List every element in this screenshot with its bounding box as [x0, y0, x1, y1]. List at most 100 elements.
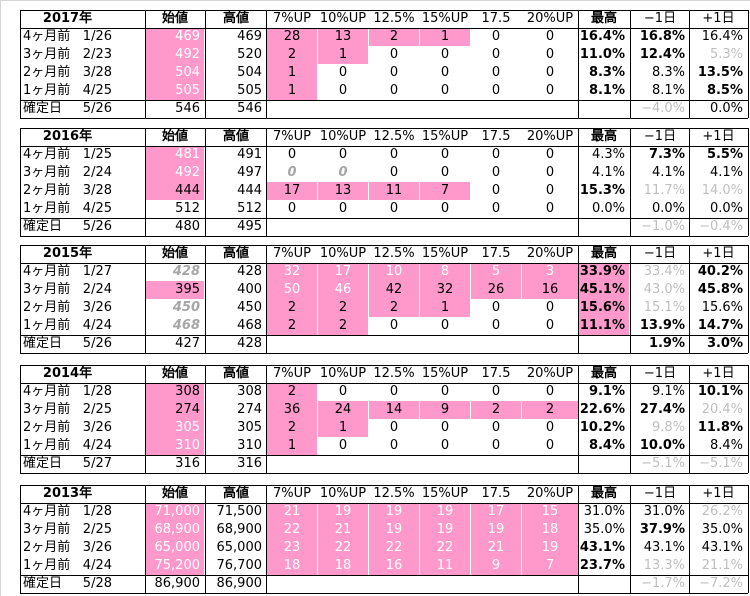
plus-1-day-cell[interactable]: 8.5%	[706, 83, 743, 98]
minus-1-day-cell[interactable]: −1.7%	[641, 576, 685, 591]
open-price-cell[interactable]: 427	[175, 336, 200, 351]
high-price-cell[interactable]: 76,700	[216, 558, 263, 573]
column-header-p1[interactable]: +1日	[702, 366, 735, 381]
up-count-cell-p175[interactable]: 2	[471, 401, 521, 419]
row-date[interactable]: 3/26	[82, 540, 112, 555]
high-price-cell[interactable]: 491	[237, 147, 262, 162]
up-count-cell-p10[interactable]: 2	[318, 317, 368, 335]
column-header-open[interactable]: 始値	[161, 246, 188, 261]
up-count-cell-p15[interactable]: 0	[440, 47, 450, 62]
high-price-cell[interactable]: 546	[237, 101, 262, 116]
open-price-cell[interactable]: 492	[146, 46, 204, 64]
column-header-p125[interactable]: 12.5%	[373, 129, 415, 144]
row-date[interactable]: 4/24	[82, 438, 112, 453]
open-price-cell[interactable]: 310	[146, 437, 204, 455]
max-rate-cell[interactable]: 33.9%	[579, 263, 629, 281]
column-header-p10[interactable]: 10%UP	[319, 11, 367, 26]
open-price-cell[interactable]: 546	[175, 101, 200, 116]
up-count-cell-p125[interactable]: 42	[369, 281, 419, 299]
row-label[interactable]: 1ヶ月前	[23, 558, 70, 573]
up-count-cell-p175[interactable]: 21	[471, 539, 521, 557]
row-label[interactable]: 2ヶ月前	[23, 420, 70, 435]
max-rate-cell[interactable]: 35.0%	[583, 522, 625, 537]
up-count-cell-p175[interactable]: 9	[471, 557, 521, 575]
up-count-cell-p175[interactable]: 0	[491, 147, 501, 162]
up-count-cell-p175[interactable]: 0	[491, 29, 501, 44]
up-count-cell-p15[interactable]: 0	[440, 420, 450, 435]
row-date[interactable]: 4/25	[82, 201, 112, 216]
open-price-cell[interactable]: 512	[175, 201, 200, 216]
up-count-cell-p15[interactable]: 0	[440, 147, 450, 162]
column-header-p20[interactable]: 20%UP	[526, 11, 574, 26]
open-price-cell[interactable]: 469	[146, 28, 204, 46]
minus-1-day-cell[interactable]: 33.4%	[643, 264, 685, 279]
column-header-p15[interactable]: 15%UP	[421, 366, 469, 381]
minus-1-day-cell[interactable]: 7.3%	[648, 147, 685, 162]
column-header-high[interactable]: 高値	[222, 11, 249, 26]
up-count-cell-p10[interactable]: 18	[318, 557, 368, 575]
up-count-cell-p175[interactable]: 5	[471, 263, 521, 281]
up-count-cell-p125[interactable]: 16	[369, 557, 419, 575]
max-rate-cell[interactable]: 10.2%	[579, 420, 625, 435]
row-label[interactable]: 2ヶ月前	[23, 300, 70, 315]
column-header-m1[interactable]: −1日	[643, 246, 677, 261]
up-count-cell-p15[interactable]: 7	[420, 182, 470, 200]
up-count-cell-p125[interactable]: 0	[389, 65, 399, 80]
row-date[interactable]: 5/27	[82, 456, 112, 471]
column-header-p175[interactable]: 17.5	[481, 366, 511, 381]
up-count-cell-p125[interactable]: 0	[389, 420, 399, 435]
plus-1-day-cell[interactable]: 26.2%	[701, 504, 743, 519]
plus-1-day-cell[interactable]: 0.0%	[709, 101, 743, 116]
high-price-cell[interactable]: 468	[237, 318, 262, 333]
max-rate-cell[interactable]: 45.1%	[579, 281, 629, 299]
row-label[interactable]: 2ヶ月前	[23, 183, 70, 198]
up-count-cell-p20[interactable]: 3	[522, 263, 578, 281]
row-date[interactable]: 1/28	[82, 384, 112, 399]
column-header-p175[interactable]: 17.5	[481, 486, 511, 501]
column-header-open[interactable]: 始値	[161, 366, 188, 381]
row-label[interactable]: 4ヶ月前	[23, 147, 70, 162]
plus-1-day-cell[interactable]: 10.1%	[697, 384, 743, 399]
up-count-cell-p125[interactable]: 2	[369, 299, 419, 317]
minus-1-day-cell[interactable]: 43.1%	[643, 540, 685, 555]
column-header-p125[interactable]: 12.5%	[373, 366, 415, 381]
up-count-cell-p15[interactable]: 1	[420, 28, 470, 46]
row-date[interactable]: 4/25	[82, 83, 112, 98]
max-rate-cell[interactable]: 8.3%	[588, 65, 625, 80]
column-header-p7[interactable]: 7%UP	[273, 246, 311, 261]
column-header-p1[interactable]: +1日	[702, 486, 735, 501]
open-price-cell[interactable]: 505	[146, 82, 204, 100]
open-price-cell[interactable]: 444	[146, 182, 204, 200]
up-count-cell-p15[interactable]: 9	[420, 401, 470, 419]
row-label[interactable]: 3ヶ月前	[23, 282, 70, 297]
row-date[interactable]: 1/27	[82, 264, 112, 279]
open-price-cell[interactable]: 428	[172, 264, 200, 279]
year-label[interactable]: 2014年	[42, 366, 93, 381]
max-rate-cell[interactable]: 43.1%	[579, 540, 625, 555]
high-price-cell[interactable]: 308	[237, 384, 262, 399]
up-count-cell-p10[interactable]: 0	[338, 147, 348, 162]
up-count-cell-p15[interactable]: 0	[440, 438, 450, 453]
row-date[interactable]: 2/25	[82, 522, 112, 537]
up-count-cell-p7[interactable]: 17	[267, 182, 317, 200]
max-rate-cell[interactable]: 4.1%	[591, 165, 625, 180]
up-count-cell-p125[interactable]: 19	[369, 503, 419, 521]
up-count-cell-p15[interactable]: 19	[420, 521, 470, 539]
up-count-cell-p175[interactable]: 19	[471, 521, 521, 539]
open-price-cell[interactable]: 316	[175, 456, 200, 471]
row-label[interactable]: 2ヶ月前	[23, 540, 70, 555]
open-price-cell[interactable]: 492	[146, 164, 204, 182]
max-rate-cell[interactable]: 16.4%	[579, 29, 625, 44]
up-count-cell-p175[interactable]: 0	[491, 201, 501, 216]
plus-1-day-cell[interactable]: 45.8%	[697, 282, 743, 297]
high-price-cell[interactable]: 450	[237, 300, 262, 315]
up-count-cell-p7[interactable]: 1	[267, 64, 317, 82]
column-header-open[interactable]: 始値	[161, 11, 188, 26]
up-count-cell-p10[interactable]: 21	[318, 521, 368, 539]
high-price-cell[interactable]: 310	[237, 438, 262, 453]
column-header-open[interactable]: 始値	[161, 129, 188, 144]
up-count-cell-p15[interactable]: 11	[420, 557, 470, 575]
open-price-cell[interactable]: 274	[146, 401, 204, 419]
up-count-cell-p15[interactable]: 0	[440, 165, 450, 180]
up-count-cell-p125[interactable]: 2	[369, 28, 419, 46]
